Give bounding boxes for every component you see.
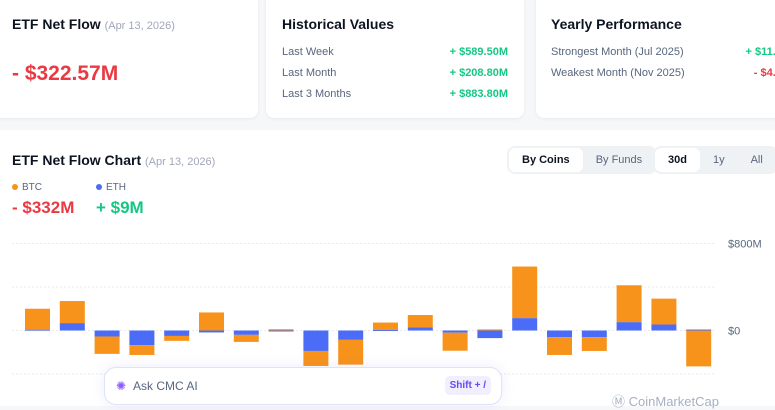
eth-bar: [199, 330, 224, 333]
shortcut-badge: Shift + /: [444, 376, 491, 395]
eth-bar: [407, 327, 433, 331]
eth-bar: [616, 322, 642, 331]
btc-flow-value: - $332M: [12, 198, 75, 217]
tab-by-coins[interactable]: By Coins: [509, 148, 583, 172]
btc-bar: [25, 308, 50, 330]
btc-bar: [129, 345, 155, 355]
btc-bar: [651, 298, 677, 325]
historical-row: Last Month + $208.80M: [282, 67, 508, 79]
eth-bar: [477, 330, 503, 339]
cmc-logo-icon: Ⓜ: [612, 394, 626, 409]
chart-title: ETF Net Flow Chart (Apr 13, 2026): [12, 152, 216, 168]
eth-bar: [268, 330, 294, 332]
yearly-title: Yearly Performance: [551, 16, 682, 32]
eth-bar: [59, 323, 85, 331]
eth-bar: [164, 330, 190, 336]
btc-bar: [442, 332, 468, 351]
coinmarketcap-watermark: Ⓜ CoinMarketCap: [612, 394, 719, 409]
eth-flow-value: + $9M: [96, 198, 144, 217]
etf-flow-chart: $800M $0: [12, 239, 762, 375]
btc-bar: [581, 337, 607, 351]
eth-bar: [651, 324, 677, 331]
ask-cmc-ai-input[interactable]: ✺ Ask CMC AI Shift + /: [104, 367, 502, 405]
btc-bar: [59, 301, 85, 324]
btc-bar: [547, 337, 572, 355]
ask-label: Ask CMC AI: [133, 379, 198, 393]
net-flow-card: ETF Net Flow (Apr 13, 2026) - $322.57M: [0, 0, 258, 118]
btc-bar: [338, 339, 364, 365]
yearly-row: Strongest Month (Jul 2025)+ $11.04B: [551, 46, 775, 58]
btc-bar: [164, 335, 190, 341]
y-tick-label: $800M: [728, 239, 762, 251]
legend-eth: ETH: [96, 182, 126, 193]
eth-dot-icon: [96, 184, 102, 190]
yearly-row: Weakest Month (Nov 2025)- $4.93B: [551, 67, 775, 79]
historical-row: Last 3 Months + $883.80M: [282, 88, 508, 100]
eth-bar: [25, 329, 50, 331]
ai-sparkle-icon: ✺: [116, 379, 127, 393]
eth-bar: [338, 330, 364, 340]
btc-bar: [512, 266, 538, 319]
eth-bar: [512, 318, 538, 331]
btc-bar: [94, 336, 120, 354]
tab-all[interactable]: All: [750, 154, 763, 166]
btc-dot-icon: [12, 184, 18, 190]
eth-bar: [233, 330, 259, 335]
eth-bar: [94, 330, 120, 337]
btc-bar: [233, 334, 259, 342]
y-tick-label: $0: [728, 326, 740, 338]
btc-bar: [407, 315, 433, 328]
tab-1y[interactable]: 1y: [712, 154, 725, 166]
btc-bar: [303, 350, 329, 366]
yearly-performance-card: Yearly Performance Strongest Month (Jul …: [536, 0, 775, 118]
btc-bar: [268, 329, 294, 331]
range-toggle: 30d 1y All: [653, 146, 775, 174]
tab-30d[interactable]: 30d: [655, 148, 700, 172]
eth-bar: [547, 330, 572, 338]
eth-bar: [303, 330, 329, 351]
btc-bar: [616, 285, 642, 323]
chart-panel: ETF Net Flow Chart (Apr 13, 2026) By Coi…: [0, 130, 775, 406]
historical-values-card: Historical Values Last Week + $589.50M La…: [266, 0, 524, 118]
net-flow-title: ETF Net Flow (Apr 13, 2026): [12, 16, 175, 32]
historical-title: Historical Values: [282, 16, 395, 32]
eth-bar: [373, 329, 398, 331]
btc-bar: [686, 330, 712, 367]
eth-bar: [129, 330, 155, 346]
btc-bar: [373, 322, 398, 330]
eth-bar: [686, 329, 712, 331]
btc-bar: [199, 312, 224, 331]
net-flow-value: - $322.57M: [12, 62, 119, 85]
eth-bar: [442, 330, 468, 333]
view-toggle: By Coins By Funds: [507, 146, 658, 174]
eth-bar: [581, 330, 607, 338]
tab-by-funds[interactable]: By Funds: [595, 154, 643, 166]
legend-btc: BTC: [12, 182, 42, 193]
historical-row: Last Week + $589.50M: [282, 46, 508, 58]
btc-bar: [477, 329, 503, 331]
